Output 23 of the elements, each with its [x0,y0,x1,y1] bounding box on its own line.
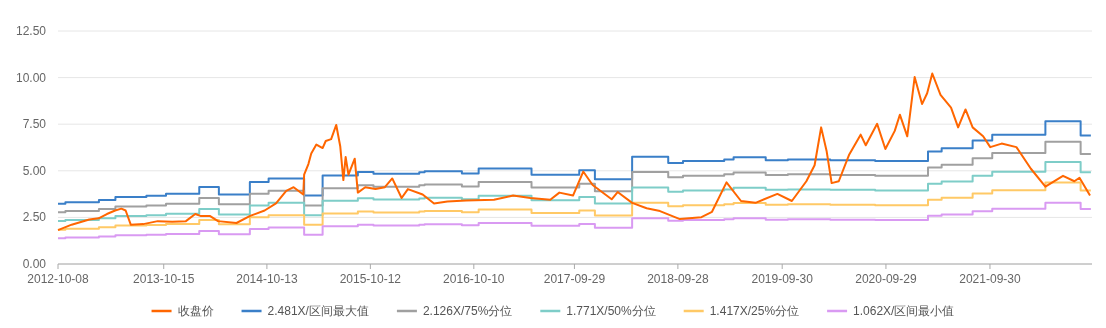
y-tick-label: 10.00 [15,70,47,85]
legend-label: 1.417X/25%分位 [709,304,800,318]
y-tick-label: 2.50 [22,210,47,225]
x-tick-label: 2021-09-30 [959,272,1021,286]
x-tick-label: 2012-10-08 [27,272,90,286]
legend-label: 2.126X/75%分位 [422,304,513,318]
x-tick-label: 2014-10-13 [236,272,298,286]
x-tick-label: 2019-09-30 [751,272,814,286]
y-tick-label: 7.50 [22,117,47,132]
x-tick-label: 2016-10-10 [443,272,505,286]
y-tick-label: 0.00 [22,257,47,271]
line-series [57,72,1092,232]
legend-label: 收盘价 [177,304,214,318]
x-tick-label: 2015-10-12 [339,272,402,286]
x-tick-label: 2020-09-29 [855,272,917,286]
x-tick-label: 2013-10-15 [133,272,195,286]
x-tick-label: 2018-09-28 [647,272,709,286]
y-tick-label: 12.50 [15,24,47,38]
x-tick-label: 2017-09-29 [543,272,606,286]
legend-label: 1.062X/区间最小值 [853,304,955,318]
legend-label: 1.771X/50%分位 [566,304,656,318]
legend-label: 2.481X/区间最大值 [267,304,369,318]
y-tick-label: 5.00 [22,163,47,178]
